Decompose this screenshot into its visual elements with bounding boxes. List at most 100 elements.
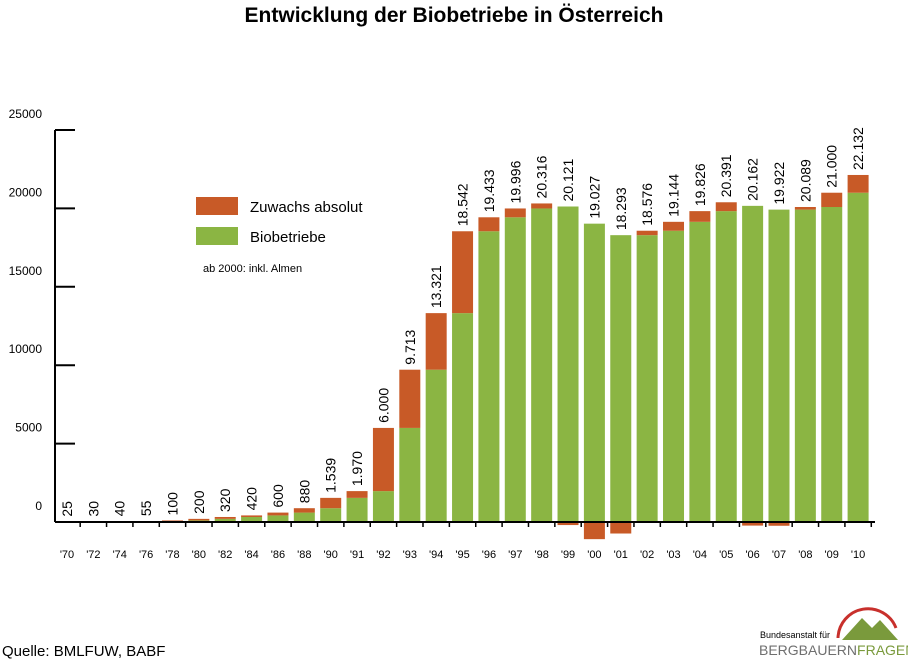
bar-segment [372,427,394,492]
bar-segment [214,518,236,522]
value-label: 55 [138,500,154,516]
bar-segment [188,518,210,521]
x-tick-label: '09 [825,549,839,561]
bar-segment [742,522,764,526]
y-tick-label: 0 [35,499,42,513]
bar-segment [794,209,816,522]
bar-segment [241,516,263,522]
bar-segment [768,522,790,526]
x-tick-label: '90 [324,549,338,561]
bar-segment [610,235,632,522]
bar-segment [821,192,843,208]
x-tick-label: '04 [693,549,707,561]
bar-segment [663,221,685,231]
x-tick-label: '94 [429,549,443,561]
bar-segment [742,205,764,522]
value-label: 100 [164,492,180,516]
source: Quelle: BMLFUW, BABF [2,643,165,659]
value-label: 19.027 [586,176,602,219]
chart-title: Entwicklung der Biobetriebe in Österreic… [245,4,664,27]
value-label: 22.132 [850,127,866,170]
bar-segment [399,427,421,522]
x-tick-label: '02 [640,549,654,561]
bar-segment [583,522,605,540]
bar-segment [715,211,737,522]
value-label: 19.144 [666,174,682,217]
value-label: 320 [217,488,233,512]
bar-segment [320,508,342,522]
y-tick-label: 20000 [9,185,43,199]
value-label: 18.576 [639,183,655,226]
note: ab 2000: inkl. Almen [203,263,302,275]
x-tick-label: '98 [534,549,548,561]
x-tick-label: '92 [376,549,390,561]
x-tick-label: '95 [455,549,469,561]
bar-segment [372,491,394,522]
x-tick-label: '96 [482,549,496,561]
x-tick-label: '76 [139,549,153,561]
bar-segment [267,515,289,522]
bar-segment [636,230,658,236]
value-label: 20.391 [718,154,734,197]
bar-segment [425,313,447,370]
x-tick-label: '01 [614,549,628,561]
bar-segment [241,515,263,517]
x-tick-label: '70 [60,549,74,561]
value-label: 20.089 [797,159,813,202]
bar-segment [478,217,500,232]
value-label: 1.539 [323,458,339,493]
value-label: 19.996 [507,160,523,203]
bar-segment [689,221,711,522]
y-tick-label: 15000 [9,264,43,278]
x-tick-label: '91 [350,549,364,561]
bar-segment [452,313,474,522]
bar-segment [636,235,658,522]
x-tick-label: '06 [745,549,759,561]
value-label: 20.162 [745,158,761,201]
x-tick-label: '84 [244,549,258,561]
value-label: 20.316 [534,155,550,198]
x-tick-label: '86 [271,549,285,561]
bar-segment [531,203,553,209]
bar-segment [452,231,474,314]
bar-segment [293,512,315,522]
bar-segment [267,512,289,516]
bar-segment [768,209,790,522]
bar-segment [399,369,421,428]
y-tick-label: 25000 [9,107,43,121]
logo-arc [836,607,898,639]
value-label: 30 [85,501,101,517]
bar-segment [478,231,500,522]
bar-segment [346,491,368,498]
value-label: 13.321 [428,265,444,308]
logo-text: Bundesanstalt für [760,630,830,640]
x-tick-label: '93 [403,549,417,561]
x-tick-label: '03 [666,549,680,561]
legend-swatch [196,197,238,215]
bar-segment [346,497,368,522]
x-tick-label: '74 [113,549,127,561]
x-tick-label: '08 [798,549,812,561]
bar-segment [504,208,526,218]
bar-segment [320,497,342,509]
x-tick-label: '80 [192,549,206,561]
bar-segment [847,192,869,522]
value-label: 1.970 [349,451,365,486]
legend-label: Zuwachs absolut [250,199,363,216]
x-tick-label: '88 [297,549,311,561]
logo-text: BERGBAUERNFRAGEN [759,642,908,658]
bar-segment [610,522,632,534]
x-tick-label: '82 [218,549,232,561]
bar-segment [847,174,869,193]
bar-segment [161,520,183,522]
x-tick-label: '07 [772,549,786,561]
x-tick-label: '10 [851,549,865,561]
bar-segment [715,202,737,212]
value-label: 9.713 [402,329,418,364]
value-label: 200 [191,490,207,514]
bar-segment [583,223,605,522]
bar-segment [214,516,236,519]
x-tick-label: '00 [587,549,601,561]
x-tick-label: '97 [508,549,522,561]
